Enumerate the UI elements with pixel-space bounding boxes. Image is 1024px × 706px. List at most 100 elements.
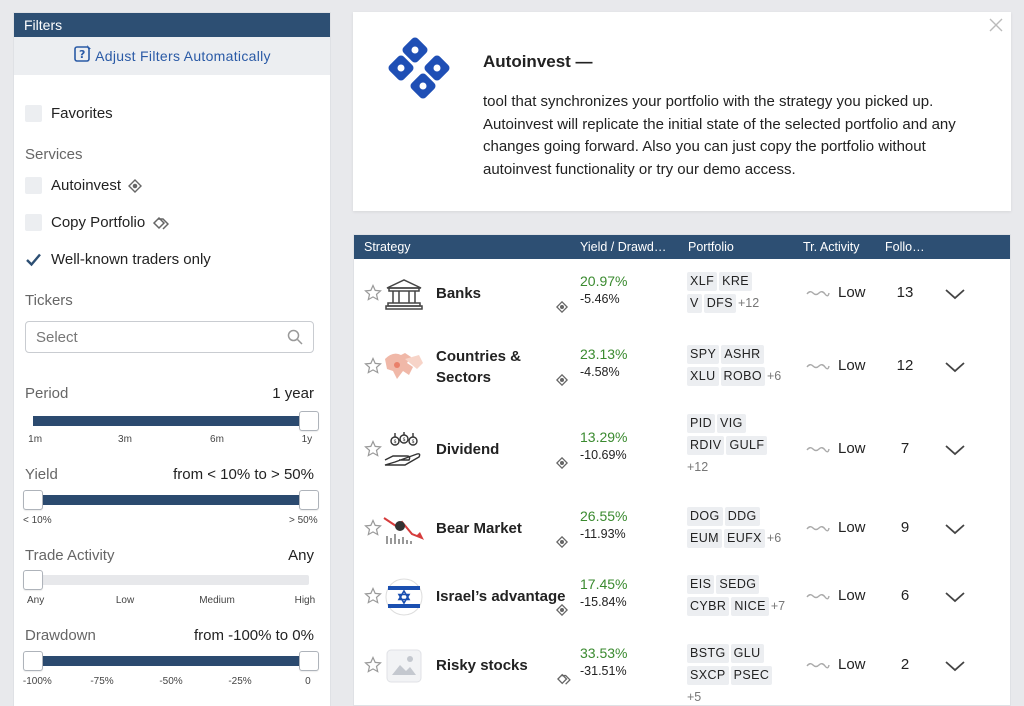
autoinvest-checkbox[interactable]: Autoinvest — [25, 177, 143, 194]
copy-portfolio-checkbox[interactable]: Copy Portfolio — [25, 214, 170, 231]
table-row[interactable]: $ $ $ Dividend 13.29% -10.69% PID VIG RDIV GU… — [354, 406, 1010, 494]
ticker-chip[interactable]: EIS — [687, 575, 715, 594]
autoinvest-box[interactable] — [25, 177, 42, 194]
ticker-chip[interactable]: DDG — [724, 507, 760, 526]
trade-activity-slider[interactable] — [23, 570, 309, 590]
period-slider[interactable] — [33, 411, 319, 431]
favorite-star-icon[interactable] — [364, 656, 382, 674]
followers-count: 13 — [896, 284, 914, 301]
strategy-drawdown: -4.58% — [580, 365, 620, 379]
ticker-chip[interactable]: CYBR — [687, 597, 730, 616]
ticker-chip[interactable]: XLU — [687, 367, 719, 386]
close-icon[interactable] — [987, 16, 1005, 34]
ticker-chip[interactable]: NICE — [731, 597, 769, 616]
strategy-name[interactable]: Dividend — [436, 441, 500, 458]
activity-wave-icon — [806, 662, 830, 668]
chevron-down-icon[interactable] — [944, 590, 966, 604]
ticker-chip[interactable]: DOG — [687, 507, 723, 526]
favorite-star-icon[interactable] — [364, 587, 382, 605]
ticker-chip[interactable]: DFS — [703, 294, 736, 313]
yield-slider-min-handle[interactable] — [23, 490, 43, 510]
slider-tick-label: > 50% — [288, 515, 318, 526]
checkmark-icon[interactable] — [25, 251, 42, 268]
drawdown-slider-min-handle[interactable] — [23, 651, 43, 671]
more-tickers-count[interactable]: +6 — [766, 531, 782, 545]
adjust-filters-button[interactable]: ? Adjust Filters Automatically — [14, 37, 330, 75]
info-title: Autoinvest — — [483, 52, 593, 71]
table-row[interactable]: Bear Market 26.55% -11.93% DOG DDG EUM EUFX… — [354, 495, 1010, 563]
yield-slider-max-handle[interactable] — [299, 490, 319, 510]
ticker-chip[interactable]: BSTG — [687, 644, 729, 663]
table-row[interactable]: Banks 20.97% -5.46% XLF KRE V DFS +12 Low 13 — [354, 261, 1010, 327]
ticker-chip[interactable]: VIG — [717, 414, 746, 433]
favorites-box[interactable] — [25, 105, 42, 122]
chevron-down-icon[interactable] — [944, 360, 966, 374]
period-slider-handle[interactable] — [299, 411, 319, 431]
ticker-chip[interactable]: GLU — [730, 644, 764, 663]
more-tickers-count[interactable]: +12 — [687, 460, 709, 474]
col-followers[interactable]: Follo… — [885, 240, 925, 254]
portfolio-tickers: BSTG GLU SXCP PSEC +5 — [687, 644, 787, 705]
favorites-label: Favorites — [51, 105, 113, 122]
slider-tick-label: < 10% — [22, 515, 52, 526]
bear-market-icon — [382, 511, 426, 547]
ticker-chip[interactable]: PID — [687, 414, 716, 433]
svg-text:$: $ — [394, 439, 397, 445]
more-tickers-count[interactable]: +5 — [687, 690, 702, 704]
filters-panel: Filters ? Adjust Filters Automatically F… — [13, 12, 331, 706]
well-known-checkbox[interactable]: Well-known traders only — [25, 251, 211, 268]
table-row[interactable]: Israel’s advantage 17.45% -15.84% EIS SED… — [354, 564, 1010, 630]
col-portfolio[interactable]: Portfolio — [688, 240, 734, 254]
favorite-star-icon[interactable] — [364, 284, 382, 302]
autoinvest-label: Autoinvest — [51, 177, 122, 194]
tickers-select[interactable]: Select — [25, 321, 314, 353]
ticker-chip[interactable]: RDIV — [687, 436, 725, 455]
more-tickers-count[interactable]: +6 — [766, 369, 782, 383]
ticker-chip[interactable]: KRE — [719, 272, 753, 291]
strategy-name[interactable]: Countries & Sectors — [436, 348, 522, 386]
strategy-name[interactable]: Risky stocks — [436, 657, 528, 674]
more-tickers-count[interactable]: +7 — [770, 599, 786, 613]
table-row[interactable]: Countries & Sectors 23.13% -4.58% SPY ASH… — [354, 332, 1010, 402]
ticker-chip[interactable]: SXCP — [687, 666, 729, 685]
favorite-star-icon[interactable] — [364, 357, 382, 375]
ticker-chip[interactable]: ASHR — [721, 345, 764, 364]
more-tickers-count[interactable]: +12 — [737, 296, 760, 310]
israel-flag-icon — [382, 578, 426, 616]
strategy-name[interactable]: Bear Market — [436, 520, 522, 537]
ticker-chip[interactable]: EUFX — [723, 529, 765, 548]
autoinvest-icon — [128, 178, 143, 193]
trade-activity: Low — [806, 656, 866, 673]
drawdown-ticks: -100% -75% -50% -25% 0 — [23, 676, 317, 690]
drawdown-slider-max-handle[interactable] — [299, 651, 319, 671]
col-strategy[interactable]: Strategy — [364, 240, 411, 254]
yield-slider[interactable] — [23, 490, 319, 510]
ticker-chip[interactable]: GULF — [726, 436, 768, 455]
chevron-down-icon[interactable] — [944, 522, 966, 536]
activity-wave-icon — [806, 593, 830, 599]
ticker-chip[interactable]: EUM — [687, 529, 722, 548]
col-yield[interactable]: Yield / Drawd… — [580, 240, 667, 254]
chevron-down-icon[interactable] — [944, 287, 966, 301]
ticker-chip[interactable]: ROBO — [720, 367, 765, 386]
chevron-down-icon[interactable] — [944, 659, 966, 673]
drawdown-value: from -100% to 0% — [193, 627, 314, 644]
ticker-chip[interactable]: V — [687, 294, 702, 313]
ticker-chip[interactable]: SEDG — [716, 575, 760, 594]
strategy-name[interactable]: Israel’s advantage — [436, 588, 566, 605]
copy-portfolio-box[interactable] — [25, 214, 42, 231]
copy-portfolio-icon — [556, 672, 571, 690]
well-known-label: Well-known traders only — [51, 251, 211, 268]
ticker-chip[interactable]: SPY — [687, 345, 720, 364]
favorite-star-icon[interactable] — [364, 519, 382, 537]
ticker-chip[interactable]: PSEC — [730, 666, 773, 685]
col-activity[interactable]: Tr. Activity — [803, 240, 860, 254]
trade-activity-slider-handle[interactable] — [23, 570, 43, 590]
favorite-star-icon[interactable] — [364, 440, 382, 458]
table-row[interactable]: Risky stocks 33.53% -31.51% BSTG GLU SXCP P… — [354, 632, 1010, 704]
ticker-chip[interactable]: XLF — [687, 272, 718, 291]
chevron-down-icon[interactable] — [944, 443, 966, 457]
strategy-name[interactable]: Banks — [436, 285, 482, 302]
drawdown-slider[interactable] — [23, 651, 319, 671]
favorites-checkbox[interactable]: Favorites — [25, 105, 113, 122]
